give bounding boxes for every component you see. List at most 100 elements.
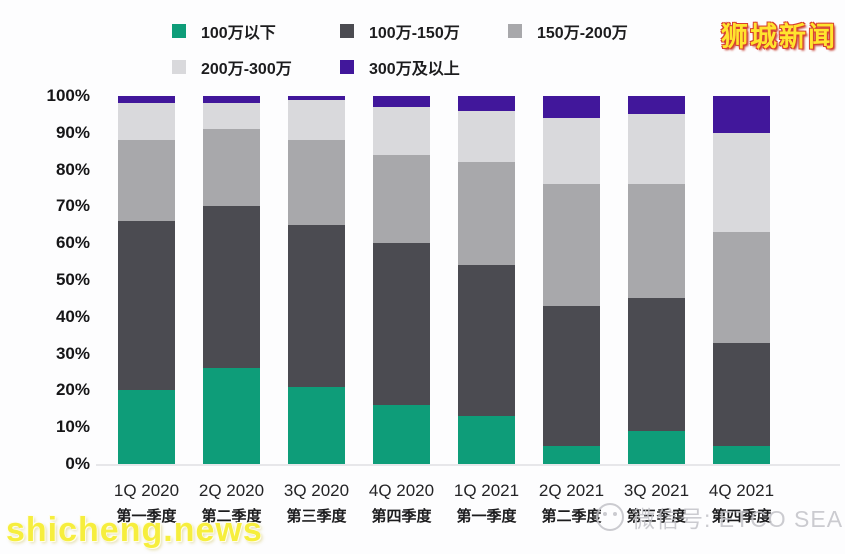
x-axis-label: 2Q 2020 第二季度 [189,480,274,528]
wechat-watermark: 微信号: ETCO SEA [596,500,843,534]
bar-segment [628,430,685,464]
x-axis-label-quarter-zh: 第二季度 [201,508,262,525]
bar-segment [118,390,175,464]
site-logo-watermark: 狮城新闻 [721,22,837,52]
y-tick-label: 70% [55,196,90,216]
y-tick-label: 20% [55,380,90,400]
bar-column [458,96,515,464]
bar-segment [288,99,345,141]
bar-segment [628,298,685,431]
bar-segment [713,232,770,343]
x-axis-label-quarter: 1Q 2021 [453,481,520,500]
x-axis-label-quarter: 1Q 2020 [113,481,180,500]
bar-column [203,96,260,464]
bar-segment [458,96,515,111]
bar-segment [628,96,685,115]
bar-segment [203,129,260,207]
bar-segment [713,342,770,446]
wechat-id-label: 微信号: ETCO SEA [632,506,844,532]
x-axis-label: 4Q 2021 第四季度 [699,480,784,528]
legend-swatch-icon [340,24,354,38]
chart-legend: 100万以下 100万-150万 150万-200万 200万-300万 300万及以上 [172,16,676,88]
bar-column [628,96,685,464]
bar-segment [458,416,515,464]
bar-segment [373,154,430,244]
x-axis-label-quarter: 3Q 2020 [283,481,350,500]
bar-column [713,96,770,464]
bar-segment [118,96,175,104]
bar-segment [543,118,600,185]
legend-label: 100万-150万 [369,25,460,42]
bar-column [543,96,600,464]
wechat-icon [596,503,624,531]
x-axis-label: 4Q 2020 第四季度 [359,480,444,528]
y-tick-label: 90% [55,122,90,142]
x-axis-line [96,464,840,466]
x-axis-label-quarter-zh: 第一季度 [456,508,517,525]
bar-segment [628,114,685,185]
x-axis-label: 3Q 2020 第三季度 [274,480,359,528]
x-axis-label-quarter: 3Q 2021 [623,481,690,500]
bar-segment [203,103,260,130]
x-axis-label: 1Q 2021 第一季度 [444,480,529,528]
x-axis-label-quarter-zh: 第四季度 [711,508,772,525]
bar-segment [373,96,430,108]
bar-segment [543,184,600,306]
bar-segment [543,305,600,446]
bar-segment [288,96,345,100]
bar-segment [288,224,345,387]
y-tick-label: 40% [55,306,90,326]
x-axis-label: 2Q 2021 第二季度 [529,480,614,528]
y-axis: 100% 90% 80% 70% 60% 50% 40% 30% 20% 10% 0% [28,0,90,554]
bar-segment [628,184,685,299]
bar-segment [203,368,260,464]
bar-segment [458,110,515,163]
bar-segment [458,265,515,417]
legend-item: 300万及以上 [340,55,508,79]
x-axis-label-quarter: 2Q 2021 [538,481,605,500]
y-tick-label: 80% [55,159,90,179]
y-tick-label: 30% [55,343,90,363]
bar-segment [203,206,260,369]
bar-column [118,96,175,464]
legend-label: 150万-200万 [537,25,628,42]
x-axis-label-quarter-zh: 第三季度 [626,508,687,525]
bar-segment [288,386,345,464]
legend-item: 100万-150万 [340,19,508,43]
x-axis-labels: 1Q 2020 第一季度 2Q 2020 第二季度 3Q 2020 第三季度 4Q 2020… [104,480,784,528]
bar-segment [458,162,515,266]
bar-segment [118,140,175,222]
legend-label: 200万-300万 [201,61,292,78]
x-axis-label-quarter-zh: 第一季度 [116,508,177,525]
bar-segment [288,140,345,225]
legend-item: 150万-200万 [508,19,676,43]
x-axis-label-quarter-zh: 第四季度 [371,508,432,525]
bar-segment [713,96,770,133]
stacked-bar-plot [100,96,840,464]
legend-swatch-icon [172,60,186,74]
x-axis-label-quarter: 4Q 2021 [708,481,775,500]
legend-swatch-icon [340,60,354,74]
y-tick-label: 50% [55,270,90,289]
y-tick-label: 0% [65,454,90,473]
y-tick-label: 100% [46,86,90,105]
bar-segment [203,96,260,104]
bar-segment [373,405,430,464]
legend-swatch-icon [172,24,186,38]
bar-column [288,96,345,464]
bar-column [373,96,430,464]
bar-segment [118,103,175,141]
bar-segment [713,445,770,464]
legend-label: 300万及以上 [369,61,460,78]
site-url-watermark: shicheng.news [6,511,263,549]
bar-segment [373,107,430,155]
x-axis-label-quarter-zh: 第三季度 [286,508,347,525]
bar-segment [543,445,600,464]
x-axis-label-quarter-zh: 第二季度 [541,508,602,525]
y-tick-label: 60% [55,233,90,253]
legend-row: 100万以下 100万-150万 150万-200万 [172,16,676,46]
legend-item: 200万-300万 [172,55,340,79]
bar-segment [373,243,430,406]
x-axis-label: 3Q 2021 第三季度 [614,480,699,528]
